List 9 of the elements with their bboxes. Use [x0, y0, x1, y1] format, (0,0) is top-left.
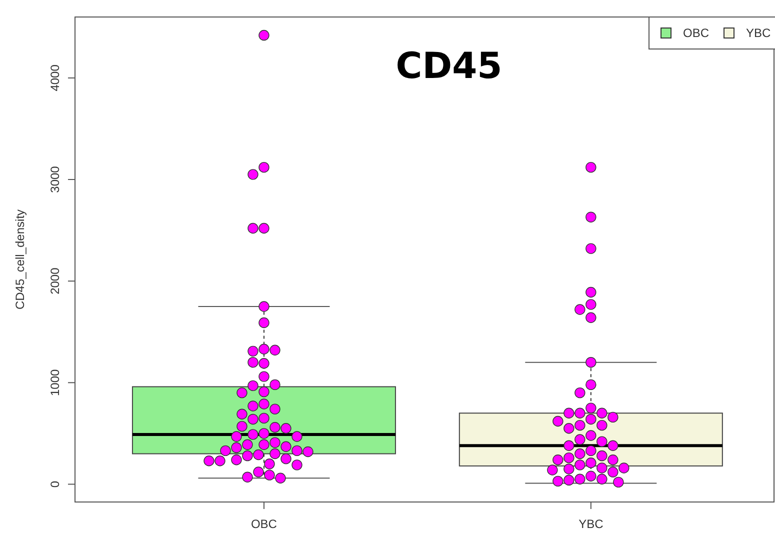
legend-label: YBC — [746, 26, 772, 40]
y-axis-title: CD45_cell_density — [13, 209, 27, 310]
y-tick-label: 3000 — [48, 166, 62, 193]
y-tick-label: 4000 — [48, 64, 62, 92]
y-tick-label: 2000 — [48, 267, 62, 294]
text: CD45 — [396, 46, 502, 87]
y-tick-label: 0 — [48, 480, 62, 488]
y-tick-label: 1000 — [48, 368, 62, 396]
legend-label: OBC — [683, 26, 710, 40]
